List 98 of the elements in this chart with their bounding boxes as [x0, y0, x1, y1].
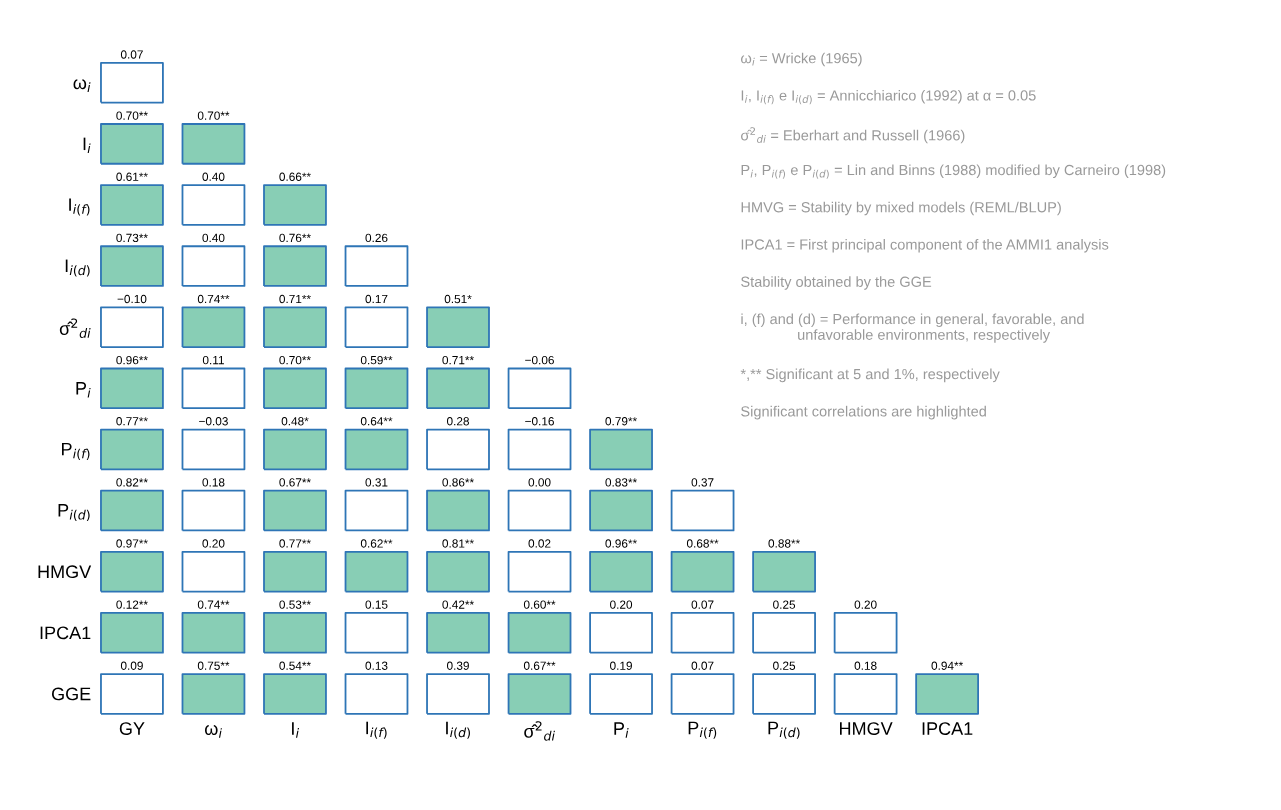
data-label: 0.86**: [442, 478, 474, 487]
data-label: 0.71**: [442, 355, 474, 365]
data-label: 0.77**: [279, 539, 311, 548]
data-label: 0.15: [365, 600, 388, 609]
data-label: −0.10: [117, 294, 147, 304]
data-label: 0.25: [773, 661, 796, 670]
data-label: 0.28: [446, 417, 469, 426]
annotation: ω$_{i}$ = Wricke (1965): [741, 52, 862, 67]
data-label: −0.03: [199, 417, 228, 426]
data-label: 0.83**: [605, 478, 637, 487]
x-tick-label: GY: [119, 722, 145, 735]
y-tick-label: P$_{i}$: [76, 382, 91, 398]
x-tick-label: P$_{i(d)}$: [768, 721, 800, 739]
y-tick-label: ω$_{i}$: [73, 79, 91, 92]
data-label: 0.20: [610, 600, 633, 609]
x-tick-label: P$_{i(f)}$: [688, 721, 717, 739]
annotation: IPCA1 = First principal component of the AMMI1 analysis: [741, 238, 1109, 253]
y-tick-label: GGE: [51, 687, 91, 701]
data-label: 0.02: [528, 539, 551, 548]
data-label: 0.66**: [279, 172, 311, 181]
y-tick-label: HMGV: [38, 565, 92, 579]
y-tick-label: IPCA1: [40, 626, 91, 640]
data-label: 0.71**: [279, 294, 311, 304]
data-label: 0.12**: [116, 600, 148, 609]
data-label: 0.25: [773, 600, 796, 609]
annotation: I$_{i}$, I$_{i(f)}$ e I$_{i(d)}$ = Annicchiarico (1992) at α = 0.05: [741, 89, 1036, 105]
data-label: 0.26: [365, 233, 388, 243]
y-tick-label: σ̂$^{2}$$_{di}$: [59, 318, 91, 338]
data-label: 0.17: [365, 294, 388, 304]
data-label: 0.96**: [605, 539, 637, 548]
data-label: 0.31: [365, 478, 388, 487]
x-tick-label: IPCA1: [922, 722, 973, 735]
y-tick-label: P$_{i(f)}$: [62, 442, 90, 460]
data-label: 0.07: [691, 661, 714, 670]
x-tick-label: σ̂$^{2}$$_{di}$: [524, 721, 555, 741]
data-label: −0.06: [525, 355, 554, 365]
annotation: Stability obtained by the GGE: [741, 276, 932, 290]
x-tick-label: I$_{i(d)}$: [446, 721, 470, 739]
data-label: 0.51*: [444, 294, 472, 304]
data-label: 0.60**: [523, 600, 556, 609]
data-label: 0.07: [691, 600, 714, 609]
x-tick-label: P$_{i}$: [614, 722, 629, 738]
data-label: 0.79**: [605, 417, 637, 426]
data-label: 0.96**: [116, 355, 148, 365]
data-label: 0.74**: [197, 600, 230, 609]
data-label: −0.16: [525, 417, 554, 426]
x-tick-label: HMGV: [840, 722, 893, 735]
data-label: 0.53**: [279, 600, 311, 609]
data-label: 0.39: [446, 661, 469, 670]
data-label: 0.48*: [281, 417, 309, 426]
y-tick-label: I$_{i}$: [83, 137, 91, 154]
data-label: 0.54**: [279, 661, 311, 670]
data-label: 0.70**: [279, 355, 311, 365]
y-tick-label: P$_{i(d)}$: [58, 504, 90, 522]
data-label: 0.18: [202, 478, 225, 487]
data-label: 0.20: [854, 600, 877, 609]
data-label: 0.19: [610, 661, 632, 670]
y-tick-label: I$_{i(f)}$: [69, 198, 90, 216]
data-label: 0.81**: [442, 539, 474, 548]
data-label: 0.94**: [931, 661, 964, 670]
data-label: 0.00: [528, 478, 551, 487]
data-label: 0.74**: [197, 294, 230, 304]
x-tick-label: ω$_{i}$: [204, 725, 222, 738]
annotation: HMVG = Stability by mixed models (REML/BLUP): [741, 201, 1061, 216]
data-label: 0.68**: [686, 539, 719, 548]
annotation: σ̂$^{2}$$_{di}$ = Eberhart and Russell (1966): [741, 127, 965, 144]
data-label: 0.40: [202, 233, 225, 243]
data-label: 0.82**: [116, 478, 148, 487]
annotation: i, (f) and (d) = Performance in general, favorable, and unfavorable environments, respectively: [741, 313, 1084, 343]
data-label: 0.59**: [360, 355, 393, 365]
annotation: P$_{i}$, P$_{i(f)}$ e P$_{i(d)}$ = Lin and Binns (1988) modified by Carneiro (1998): [741, 164, 1166, 179]
annotation: *,** Significant at 5 and 1%, respectively: [740, 368, 1000, 383]
data-label: 0.88**: [768, 539, 800, 548]
data-label: 0.09: [120, 661, 143, 670]
data-label: 0.76**: [279, 233, 311, 243]
data-label: 0.73**: [116, 233, 148, 243]
y-tick-label: I$_{i(d)}$: [65, 259, 90, 277]
x-tick-label: I$_{i(f)}$: [366, 721, 387, 739]
data-label: 0.97**: [116, 539, 148, 548]
data-label: 0.37: [691, 478, 714, 487]
data-label: 0.75**: [197, 661, 230, 670]
annotation: Significant correlations are highlighted: [741, 405, 986, 420]
data-label: 0.07: [120, 50, 143, 59]
data-label: 0.67**: [523, 661, 556, 670]
data-label: 0.11: [202, 355, 224, 365]
data-label: 0.18: [854, 661, 877, 670]
data-label: 0.42**: [442, 600, 474, 609]
data-label: 0.67**: [279, 478, 311, 487]
data-label: 0.40: [202, 172, 225, 181]
data-label: 0.64**: [360, 417, 393, 426]
data-label: 0.61**: [116, 172, 148, 181]
data-label: 0.20: [202, 539, 225, 548]
data-label: 0.77**: [116, 417, 148, 426]
data-label: 0.13: [365, 661, 388, 670]
data-label: 0.62**: [360, 539, 393, 548]
x-tick-label: I$_{i}$: [292, 722, 300, 738]
data-label: 0.70**: [197, 111, 230, 120]
data-label: 0.70**: [116, 111, 148, 120]
